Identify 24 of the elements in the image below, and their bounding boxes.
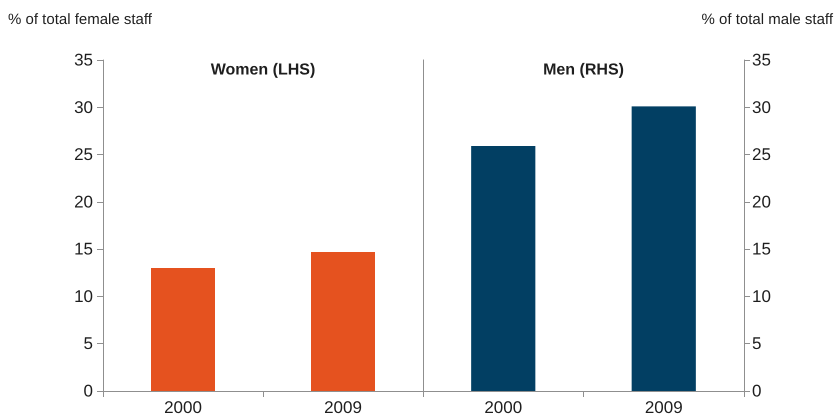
y-tick-label: 30	[74, 98, 93, 117]
y2-tick-label: 10	[752, 286, 771, 306]
y2-tick-label: 5	[752, 334, 762, 354]
x-tick-label: 2009	[324, 398, 362, 417]
y-tick-label: 10	[74, 286, 93, 306]
x-tick-label: 2000	[164, 398, 202, 417]
y2-axis-title: % of total male staff	[702, 11, 834, 28]
y-tick-label: 20	[74, 192, 93, 212]
y-tick-label: 25	[74, 145, 93, 164]
y-tick-label: 0	[84, 382, 93, 400]
y-axis-title: % of total female staff	[8, 11, 153, 28]
series-label: Men (RHS)	[543, 62, 624, 78]
y2-tick-label: 35	[752, 50, 771, 70]
y2-tick-label: 0	[752, 382, 762, 400]
y2-tick-label: 25	[752, 145, 771, 164]
y2-tick-label: 15	[752, 240, 771, 259]
y-tick-label: 35	[74, 50, 93, 70]
text: Women (LHS)	[210, 62, 316, 78]
y2-tick-label: 20	[752, 192, 771, 212]
y2-tick-label: 30	[752, 98, 771, 117]
y-tick-label: 15	[74, 240, 93, 259]
x-tick-label: 2009	[644, 398, 683, 417]
y-tick-label: 5	[84, 334, 93, 354]
x-tick-label: 2000	[484, 398, 522, 417]
